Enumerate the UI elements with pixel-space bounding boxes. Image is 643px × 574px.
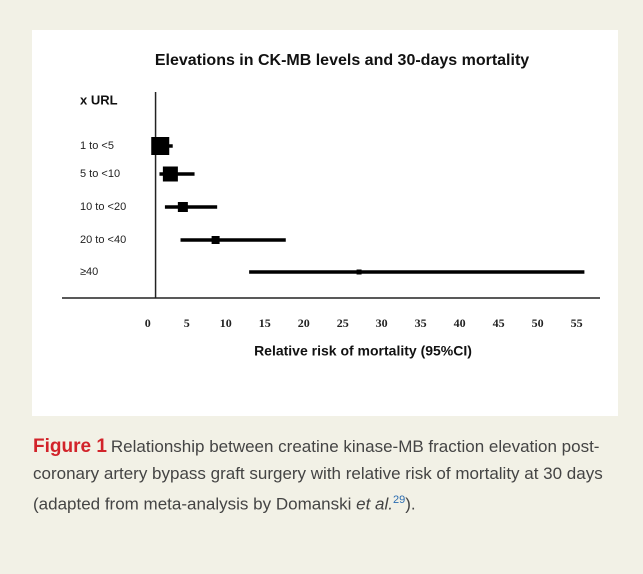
x-tick-label: 45 [493,316,505,330]
x-tick-label: 35 [415,316,427,330]
x-tick-label: 30 [376,316,388,330]
y-axis-label: x URL [80,92,118,107]
point-estimate [151,137,170,155]
x-tick-label: 0 [145,316,151,330]
figure-panel [32,30,618,416]
x-tick-label: 10 [220,316,232,330]
point-estimate [177,202,188,212]
x-tick-label: 55 [571,316,583,330]
x-tick-label: 25 [337,316,349,330]
category-label: 20 to <40 [80,234,126,246]
point-estimate [162,166,178,182]
point-estimate [356,269,362,275]
x-axis-label: Relative risk of mortality (95%CI) [254,343,472,359]
x-tick-label: 15 [259,316,271,330]
category-label: ≥40 [80,266,98,278]
chart-title: Elevations in CK-MB levels and 30-days m… [155,52,529,69]
x-tick-label: 5 [184,316,190,330]
caption-author: et al. [356,494,393,514]
x-tick-label: 20 [298,316,310,330]
category-label: 5 to <10 [80,168,120,180]
caption-end: ). [405,494,416,514]
caption: Figure 1 Relationship between creatine ki… [33,433,618,518]
caption-label: Figure 1 [33,436,107,457]
category-label: 1 to <5 [80,140,114,152]
category-label: 10 to <20 [80,201,126,213]
x-tick-label: 40 [454,316,466,330]
point-estimate [211,236,220,244]
caption-reference: 29 [393,494,406,506]
x-tick-label: 50 [532,316,544,330]
chart: Elevations in CK-MB levels and 30-days m… [62,52,600,359]
caption-text: Relationship between creatine kinase-MB … [33,437,603,514]
